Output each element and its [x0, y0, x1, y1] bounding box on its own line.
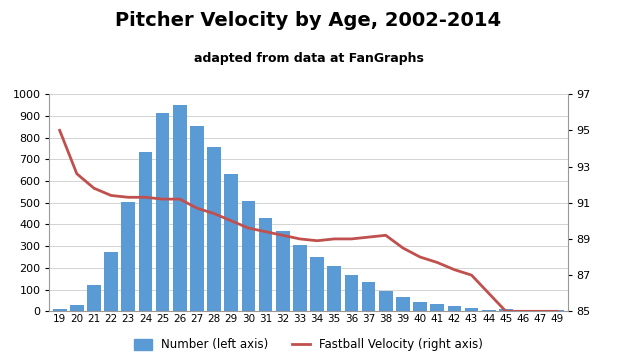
Bar: [533, 310, 547, 311]
Bar: [259, 218, 273, 311]
Bar: [242, 201, 255, 311]
Bar: [225, 174, 238, 311]
Bar: [87, 285, 101, 311]
Bar: [276, 231, 289, 311]
Legend: Number (left axis), Fastball Velocity (right axis): Number (left axis), Fastball Velocity (r…: [129, 334, 488, 356]
Bar: [344, 275, 358, 311]
Bar: [139, 152, 152, 311]
Bar: [430, 304, 444, 311]
Bar: [516, 310, 530, 311]
Bar: [465, 308, 478, 311]
Bar: [447, 306, 462, 311]
Bar: [104, 252, 118, 311]
Bar: [190, 126, 204, 311]
Bar: [207, 147, 221, 311]
Bar: [70, 305, 84, 311]
Text: Pitcher Velocity by Age, 2002-2014: Pitcher Velocity by Age, 2002-2014: [115, 11, 502, 30]
Bar: [310, 257, 324, 311]
Bar: [413, 302, 427, 311]
Bar: [499, 309, 513, 311]
Bar: [396, 296, 410, 311]
Bar: [53, 309, 67, 311]
Bar: [550, 310, 564, 311]
Bar: [362, 282, 375, 311]
Bar: [482, 310, 495, 311]
Bar: [293, 245, 307, 311]
Bar: [122, 202, 135, 311]
Bar: [155, 113, 170, 311]
Bar: [328, 266, 341, 311]
Bar: [173, 105, 187, 311]
Text: adapted from data at FanGraphs: adapted from data at FanGraphs: [194, 52, 423, 66]
Bar: [379, 291, 392, 311]
